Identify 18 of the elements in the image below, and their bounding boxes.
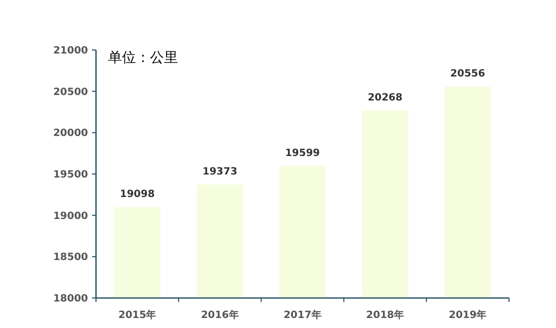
y-tick-label: 18000 [53, 294, 88, 304]
data-label: 19599 [285, 148, 320, 159]
x-tick-label: 2017年 [284, 309, 322, 321]
y-tick-label: 20500 [53, 86, 88, 98]
x-tick-label: 2019年 [448, 309, 487, 321]
y-tick-label: 20000 [53, 128, 88, 140]
y-tick-label: 18500 [53, 252, 88, 264]
data-label: 20556 [450, 68, 486, 80]
annotation: 单位：公里 [108, 50, 178, 66]
y-tick-label: 19500 [53, 170, 88, 180]
data-label: 20268 [368, 92, 403, 104]
x-tick-label: 2016年 [200, 309, 239, 321]
data-label: 19098 [120, 189, 155, 200]
data-label: 19373 [202, 166, 238, 178]
x-tick-label: 2018年 [366, 309, 404, 321]
y-tick-label: 21000 [53, 46, 88, 56]
x-tick-label: 2015年 [118, 309, 156, 321]
y-tick-label: 19000 [53, 210, 88, 222]
